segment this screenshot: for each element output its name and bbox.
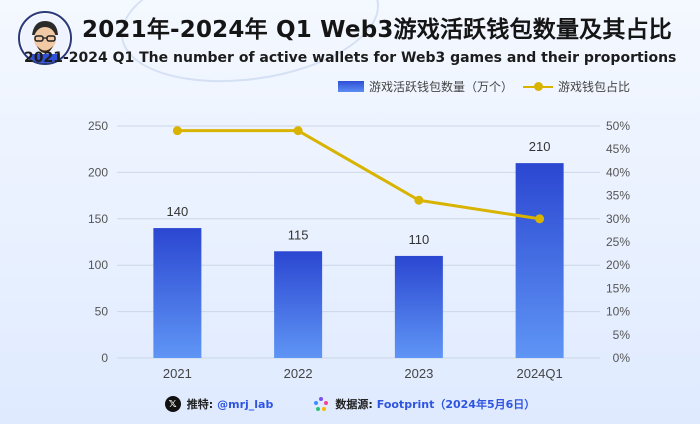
y-tick-label-left: 50 — [95, 305, 109, 319]
y-tick-label-right: 15% — [606, 281, 630, 295]
twitter-label: 推特: — [186, 398, 214, 411]
bar-data-label: 210 — [529, 139, 551, 154]
y-tick-label-right: 50% — [606, 119, 630, 133]
y-tick-label-left: 250 — [88, 119, 108, 133]
bar — [153, 228, 202, 358]
series-line — [177, 129, 540, 221]
legend-bar-swatch — [337, 81, 364, 92]
x-icon: 𝕏 — [164, 396, 181, 412]
y-tick-label-left: 150 — [88, 212, 108, 226]
y-tick-label-right: 25% — [606, 235, 630, 249]
page-title: 2021年-2024年 Q1 Web3游戏活跃钱包数量及其占比 — [82, 17, 672, 43]
legend-line-swatch — [522, 81, 553, 92]
y-tick-label-right: 5% — [613, 328, 631, 342]
legend-line-label: 游戏钱包占比 — [557, 80, 630, 94]
x-tick-label: 2024Q1 — [516, 366, 562, 381]
line-point — [535, 214, 545, 224]
y-tick-label-left: 0 — [101, 351, 108, 365]
bar — [515, 163, 564, 358]
page-subtitle: 2021-2024 Q1 The number of active wallet… — [24, 50, 677, 66]
avatar — [18, 11, 72, 65]
legend-item-bars: 游戏活跃钱包数量（万个） — [337, 78, 513, 95]
legend-bar-label: 游戏活跃钱包数量（万个） — [368, 80, 513, 94]
footer: 𝕏 推特: @mrj_lab 数据源: Footprint（2024年5月6日） — [0, 396, 700, 412]
bar-data-label: 115 — [288, 227, 309, 242]
footer-twitter: 𝕏 推特: @mrj_lab — [164, 396, 274, 412]
y-tick-label-left: 200 — [88, 165, 108, 179]
y-tick-label-right: 30% — [606, 212, 630, 226]
y-tick-label-right: 35% — [606, 189, 630, 203]
x-tick-label: 2021 — [163, 366, 192, 381]
bar — [274, 251, 323, 358]
x-tick-label: 2022 — [284, 366, 313, 381]
footer-source: 数据源: Footprint（2024年5月6日） — [313, 396, 535, 412]
header: 2021年-2024年 Q1 Web3游戏活跃钱包数量及其占比 2021-202… — [18, 10, 676, 66]
y-tick-label-right: 45% — [606, 142, 630, 156]
cartoon-avatar-icon — [21, 14, 69, 63]
y-tick-label-right: 0% — [613, 351, 631, 365]
legend-item-line: 游戏钱包占比 — [522, 78, 630, 95]
bar — [394, 255, 443, 358]
source-label: 数据源: — [335, 398, 373, 411]
line-point — [414, 195, 424, 205]
y-tick-label-right: 20% — [606, 258, 630, 272]
y-tick-label-right: 40% — [606, 165, 630, 179]
bar-data-label: 140 — [167, 204, 189, 219]
source-value[interactable]: Footprint（2024年5月6日） — [376, 398, 536, 411]
y-tick-label-left: 100 — [88, 258, 108, 272]
line-point — [172, 126, 182, 136]
twitter-handle[interactable]: @mrj_lab — [217, 397, 274, 411]
chart-legend: 游戏活跃钱包数量（万个） 游戏钱包占比 — [328, 78, 630, 95]
y-tick-label-right: 10% — [606, 305, 630, 319]
x-tick-label: 2023 — [404, 366, 433, 381]
footprint-icon — [314, 397, 329, 411]
line-point — [293, 126, 303, 136]
bar-data-label: 110 — [409, 232, 430, 247]
